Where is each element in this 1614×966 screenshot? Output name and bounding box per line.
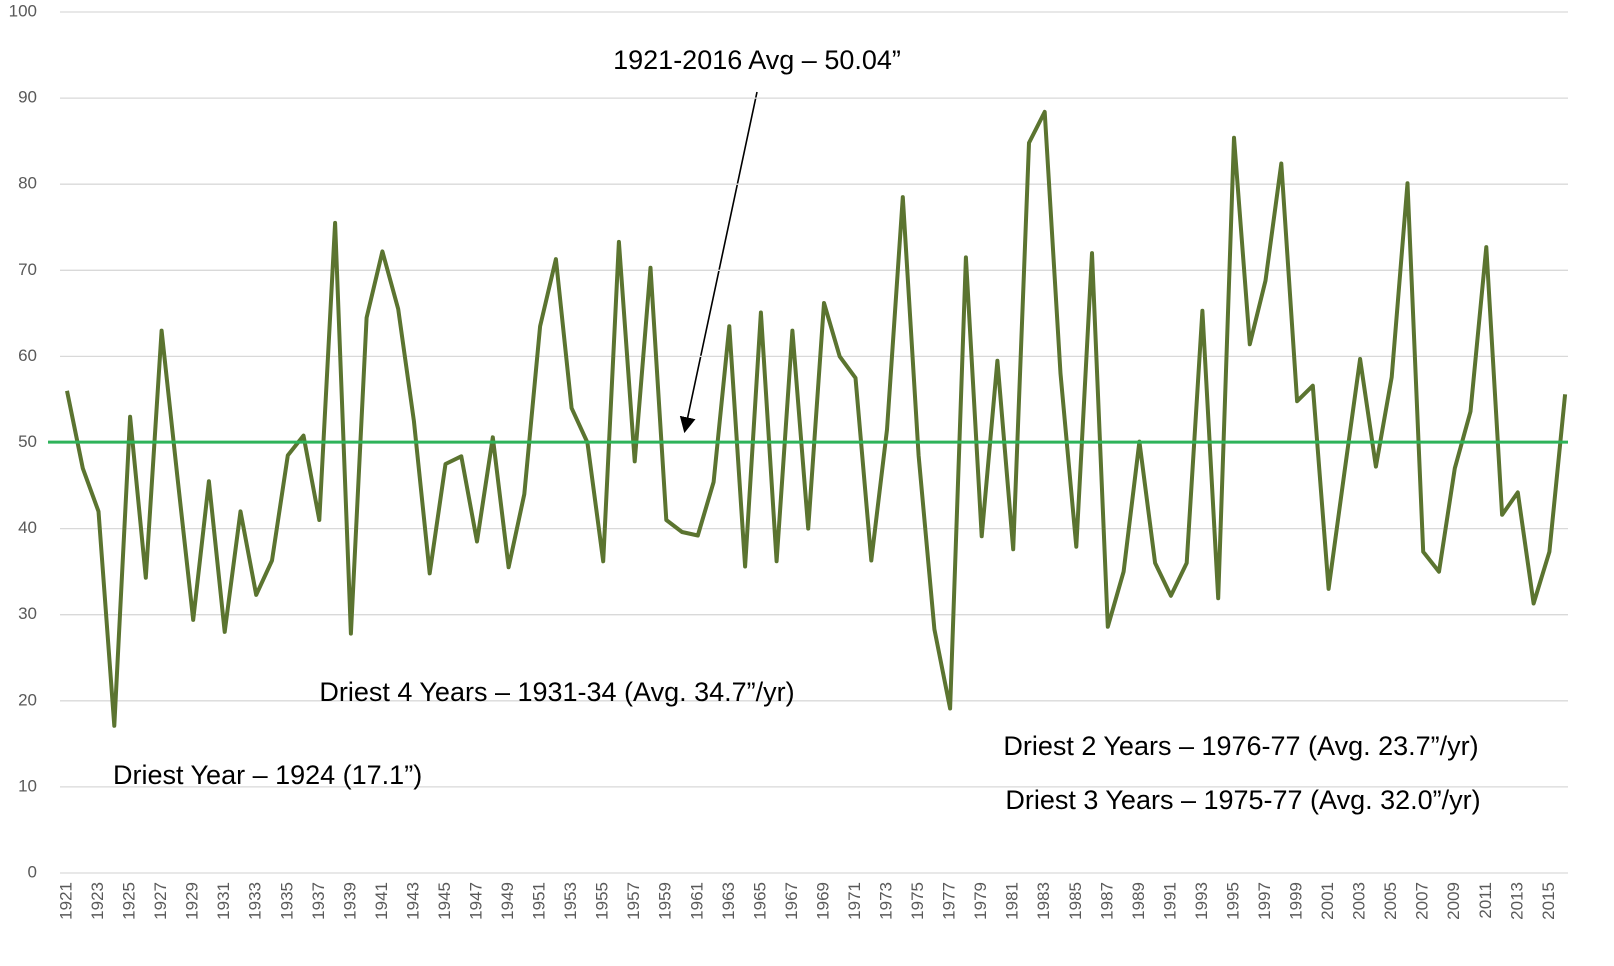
x-tick-label: 1937 <box>309 882 328 920</box>
x-tick-label: 1975 <box>908 882 927 920</box>
x-tick-label: 1971 <box>845 882 864 920</box>
x-tick-label: 1957 <box>624 882 643 920</box>
x-tick-label: 1973 <box>877 882 896 920</box>
x-tick-label: 1943 <box>403 882 422 920</box>
x-tick-label: 1939 <box>340 882 359 920</box>
annotation: Driest 3 Years – 1975-77 (Avg. 32.0”/yr) <box>1005 785 1480 815</box>
x-tick-label: 2007 <box>1413 882 1432 920</box>
x-tick-label: 1929 <box>183 882 202 920</box>
x-tick-label: 1977 <box>940 882 959 920</box>
x-tick-label: 1921 <box>56 882 75 920</box>
x-tick-label: 1967 <box>782 882 801 920</box>
x-tick-label: 2003 <box>1350 882 1369 920</box>
x-tick-label: 1981 <box>1003 882 1022 920</box>
x-tick-label: 1969 <box>813 882 832 920</box>
x-tick-label: 1993 <box>1192 882 1211 920</box>
x-tick-label: 1947 <box>467 882 486 920</box>
x-tick-label: 2005 <box>1381 882 1400 920</box>
x-tick-label: 1991 <box>1160 882 1179 920</box>
x-tick-label: 1933 <box>246 882 265 920</box>
y-tick-label: 90 <box>18 88 37 107</box>
x-tick-label: 1983 <box>1034 882 1053 920</box>
y-tick-label: 80 <box>18 174 37 193</box>
y-tick-label: 60 <box>18 346 37 365</box>
x-tick-label: 1961 <box>687 882 706 920</box>
annotation: Driest Year – 1924 (17.1”) <box>113 760 422 790</box>
y-tick-label: 100 <box>9 1 37 20</box>
x-tick-label: 1925 <box>120 882 139 920</box>
x-tick-label: 1935 <box>277 882 296 920</box>
annotation: Driest 2 Years – 1976-77 (Avg. 23.7”/yr) <box>1003 731 1478 761</box>
x-tick-label: 1979 <box>971 882 990 920</box>
x-tick-label: 1965 <box>750 882 769 920</box>
x-tick-label: 1953 <box>561 882 580 920</box>
y-tick-label: 0 <box>28 862 37 881</box>
x-tick-label: 1959 <box>656 882 675 920</box>
x-tick-label: 1949 <box>498 882 517 920</box>
x-tick-label: 1985 <box>1066 882 1085 920</box>
x-tick-label: 1997 <box>1255 882 1274 920</box>
y-tick-label: 70 <box>18 260 37 279</box>
annotation: 1921-2016 Avg – 50.04” <box>613 45 901 75</box>
y-tick-label: 50 <box>18 432 37 451</box>
x-tick-label: 1995 <box>1223 882 1242 920</box>
y-tick-label: 10 <box>18 776 37 795</box>
y-tick-label: 30 <box>18 604 37 623</box>
x-tick-label: 1945 <box>435 882 454 920</box>
x-tick-label: 1927 <box>151 882 170 920</box>
x-tick-label: 1999 <box>1287 882 1306 920</box>
y-tick-label: 40 <box>18 518 37 537</box>
annotation: Driest 4 Years – 1931-34 (Avg. 34.7”/yr) <box>319 677 794 707</box>
x-tick-label: 1963 <box>719 882 738 920</box>
x-tick-label: 2011 <box>1476 882 1495 919</box>
x-tick-label: 1951 <box>530 882 549 920</box>
x-tick-label: 1955 <box>593 882 612 920</box>
x-tick-label: 1931 <box>214 882 233 920</box>
x-tick-label: 1941 <box>372 882 391 920</box>
annotation-arrow <box>679 91 758 434</box>
x-tick-label: 1989 <box>1129 882 1148 920</box>
x-tick-label: 1987 <box>1097 882 1116 920</box>
x-tick-label: 2001 <box>1318 882 1337 920</box>
x-tick-label: 2009 <box>1444 882 1463 920</box>
y-tick-label: 20 <box>18 690 37 709</box>
data-line <box>65 109 1568 728</box>
x-tick-label: 2013 <box>1507 882 1526 920</box>
x-tick-label: 1923 <box>88 882 107 920</box>
x-tick-label: 2015 <box>1539 882 1558 920</box>
